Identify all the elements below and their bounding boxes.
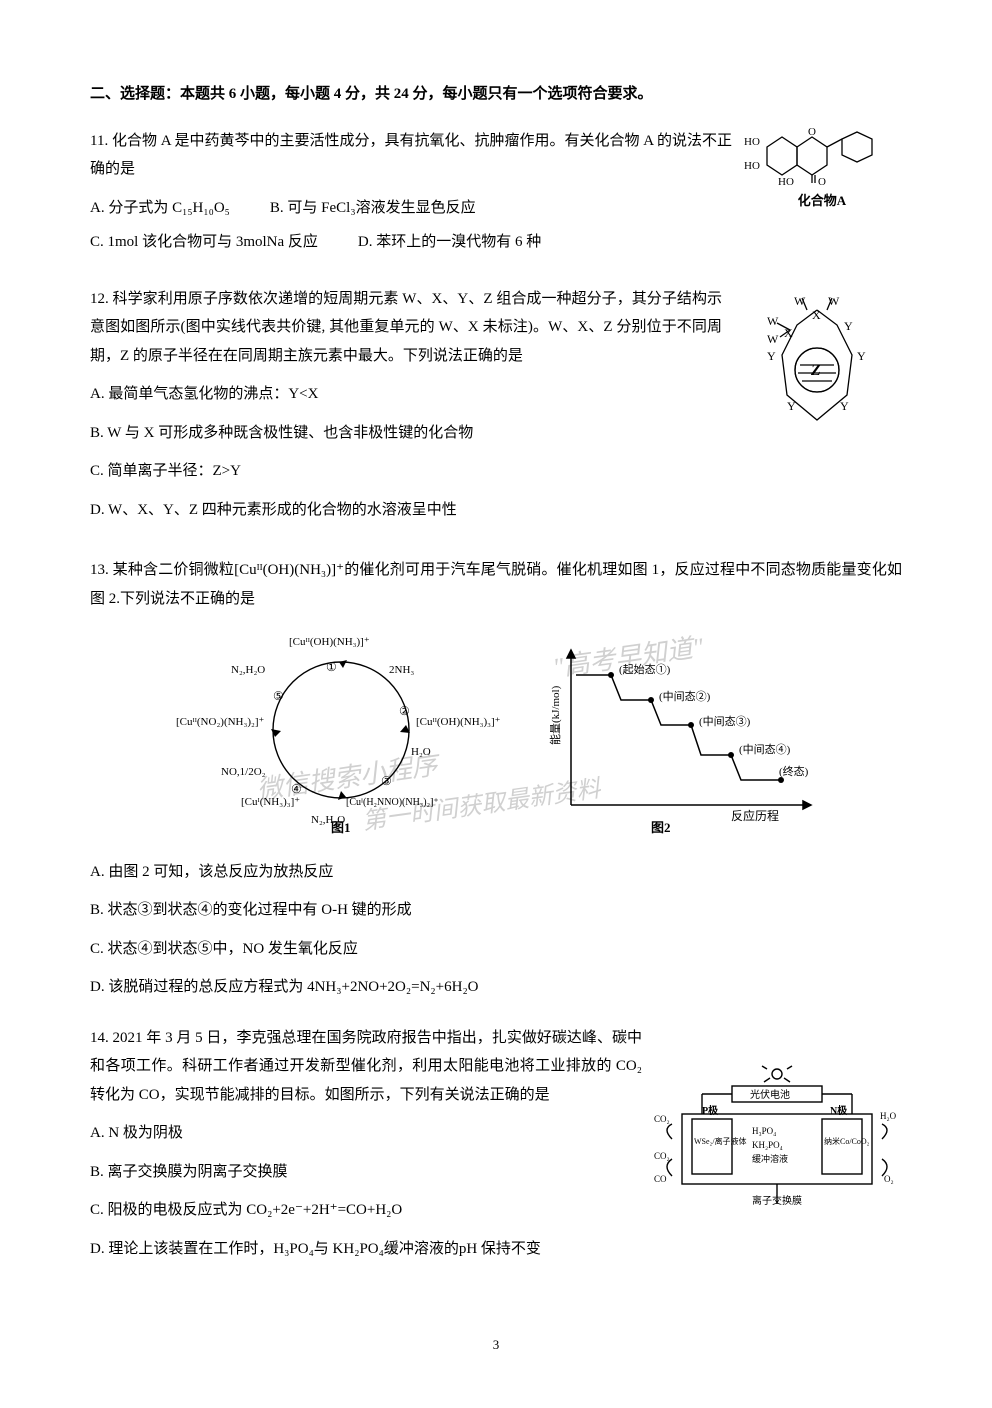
q12-w3: W [767,314,779,328]
f2-xlabel: 反应历程 [731,808,779,823]
q11-o1: O [808,127,816,138]
q11-opt-a: A. 分子式为 C₁₅H₁₀O₅ [90,194,230,223]
q12-y3: Y [767,349,776,363]
q14-co2-1: CO₂ [654,1114,670,1124]
f1-cuno2: [Cuᴵᴵ(NO₂)(NH₃)₂]⁺ [176,716,264,728]
q12-w1: W [794,295,806,308]
q11-ho1: HO [744,136,760,148]
q12-opt-c: C. 简单离子半径：Z>Y [90,457,902,486]
q13-figures: "高考早知道" 微信搜索小程序 第一时间获取最新资料 [Cuᴵᴵ(OH)(NH₃… [90,625,902,846]
f1-c4: ④ [291,782,302,796]
f1-c2: ② [399,704,410,718]
q11-ho2: HO [744,160,760,172]
section-header: 二、选择题：本题共 6 小题，每小题 4 分，共 24 分，每小题只有一个选项符… [90,80,902,109]
q11-caption: 化合物A [742,189,902,214]
f1-c5: ⑤ [273,689,284,703]
q11-ho3: HO [778,176,794,187]
q12-x2: X [784,326,793,340]
f2-ylabel: 能量(kJ/mol) [548,685,562,745]
q14-h2o: H₂O [880,1111,897,1121]
q14-n: N极 [830,1104,848,1117]
f1-top: [Cuᴵᴵ(OH)(NH₃)]⁺ [289,636,370,648]
q14-pv: 光伏电池 [750,1088,790,1101]
q11-opt-b: B. 可与 FeCl₃溶液发生显色反应 [270,194,476,223]
f2-s3: (中间态③) [699,715,751,728]
q12-opt-d: D. W、X、Y、Z 四种元素形成的化合物的水溶液呈中性 [90,496,902,525]
q14-kh2po4: KH₂PO₄ [752,1140,783,1150]
f1-noo2: NO,1/2O₂ [221,766,266,778]
q14-o2: O₂ [884,1174,894,1184]
q14-h3po4: H₃PO₄ [752,1126,776,1136]
q12-figure: W W W W X X Y Y Y Y Y Z [732,295,902,445]
q14-p: P极 [702,1104,719,1117]
fig2-cap: 图2 [651,820,671,835]
question-11: HO HO HO O O 化合物A 11. 化合物 A 是中药黄芩中的主要活性成… [90,127,902,263]
q13-opt-a: A. 由图 2 可知，该总反应为放热反应 [90,858,902,887]
question-14: 光伏电池 P极 N极 WSe₂/离子液体 H₃PO₄ KH₂PO₄ 缓冲溶液 纳… [90,1024,902,1274]
question-12: W W W W X X Y Y Y Y Y Z 12. 科学家利用原子序数依次递… [90,285,902,535]
f2-s2: (中间态②) [659,690,711,703]
question-13: 13. 某种含二价铜微粒[Cuᴵᴵ(OH)(NH₃)]⁺的催化剂可用于汽车尾气脱… [90,556,902,1002]
q12-y1: Y [844,319,853,333]
f1-c1: ① [326,660,337,674]
q14-nano: 纳米Co/CoO₂ [824,1136,870,1146]
q12-w4: W [767,332,779,346]
q11-opt-c: C. 1mol 该化合物可与 3molNa 反应 [90,228,318,257]
f1-cuh2nno: [Cuᴵ(H₂NNO)(NH₃)₂]⁺ [346,797,439,808]
f1-cuohnh33: [Cuᴵᴵ(OH)(NH₃)₃]⁺ [416,716,501,728]
q13-opt-b: B. 状态③到状态④的变化过程中有 O-H 键的形成 [90,896,902,925]
f2-s4: (中间态④) [739,743,791,756]
f2-s5: (终态) [779,764,809,778]
f2-s1: (起始态①) [619,662,671,676]
q12-z: Z [810,362,821,379]
q12-y4: Y [787,399,796,413]
fig1-cap: 图1 [331,820,351,835]
f1-h2o: H₂O [411,746,431,758]
q14-buffer: 缓冲溶液 [752,1153,788,1164]
q11-figure: HO HO HO O O 化合物A [742,127,902,214]
f1-n2h2o: N₂,H₂O [231,664,265,676]
q12-w2: W [828,295,840,308]
q12-y2: Y [857,349,866,363]
q11-opt-d: D. 苯环上的一溴代物有 6 种 [358,228,541,257]
q14-membrane: 离子交换膜 [752,1194,802,1207]
f1-c3: ③ [381,774,392,788]
f1-2nh3: 2NH₃ [389,664,414,676]
q11-o2: O [818,176,826,187]
q14-wse2: WSe₂/离子液体 [694,1136,747,1146]
q12-y5: Y [840,399,849,413]
f1-cunh33: [Cuᴵ(NH₃)₃]⁺ [241,796,300,808]
q12-x1: X [812,308,821,322]
q14-figure: 光伏电池 P极 N极 WSe₂/离子液体 H₃PO₄ KH₂PO₄ 缓冲溶液 纳… [652,1064,902,1214]
q13-stem: 13. 某种含二价铜微粒[Cuᴵᴵ(OH)(NH₃)]⁺的催化剂可用于汽车尾气脱… [90,556,902,613]
q13-opt-d: D. 该脱硝过程的总反应方程式为 4NH₃+2NO+2O₂=N₂+6H₂O [90,973,902,1002]
q14-co2-2: CO₂ [654,1151,670,1161]
page-number: 3 [90,1333,902,1358]
q14-opt-d: D. 理论上该装置在工作时，H₃PO₄与 KH₂PO₄缓冲溶液的pH 保持不变 [90,1235,902,1264]
q14-co: CO [654,1174,667,1184]
q13-opt-c: C. 状态④到状态⑤中，NO 发生氧化反应 [90,935,902,964]
